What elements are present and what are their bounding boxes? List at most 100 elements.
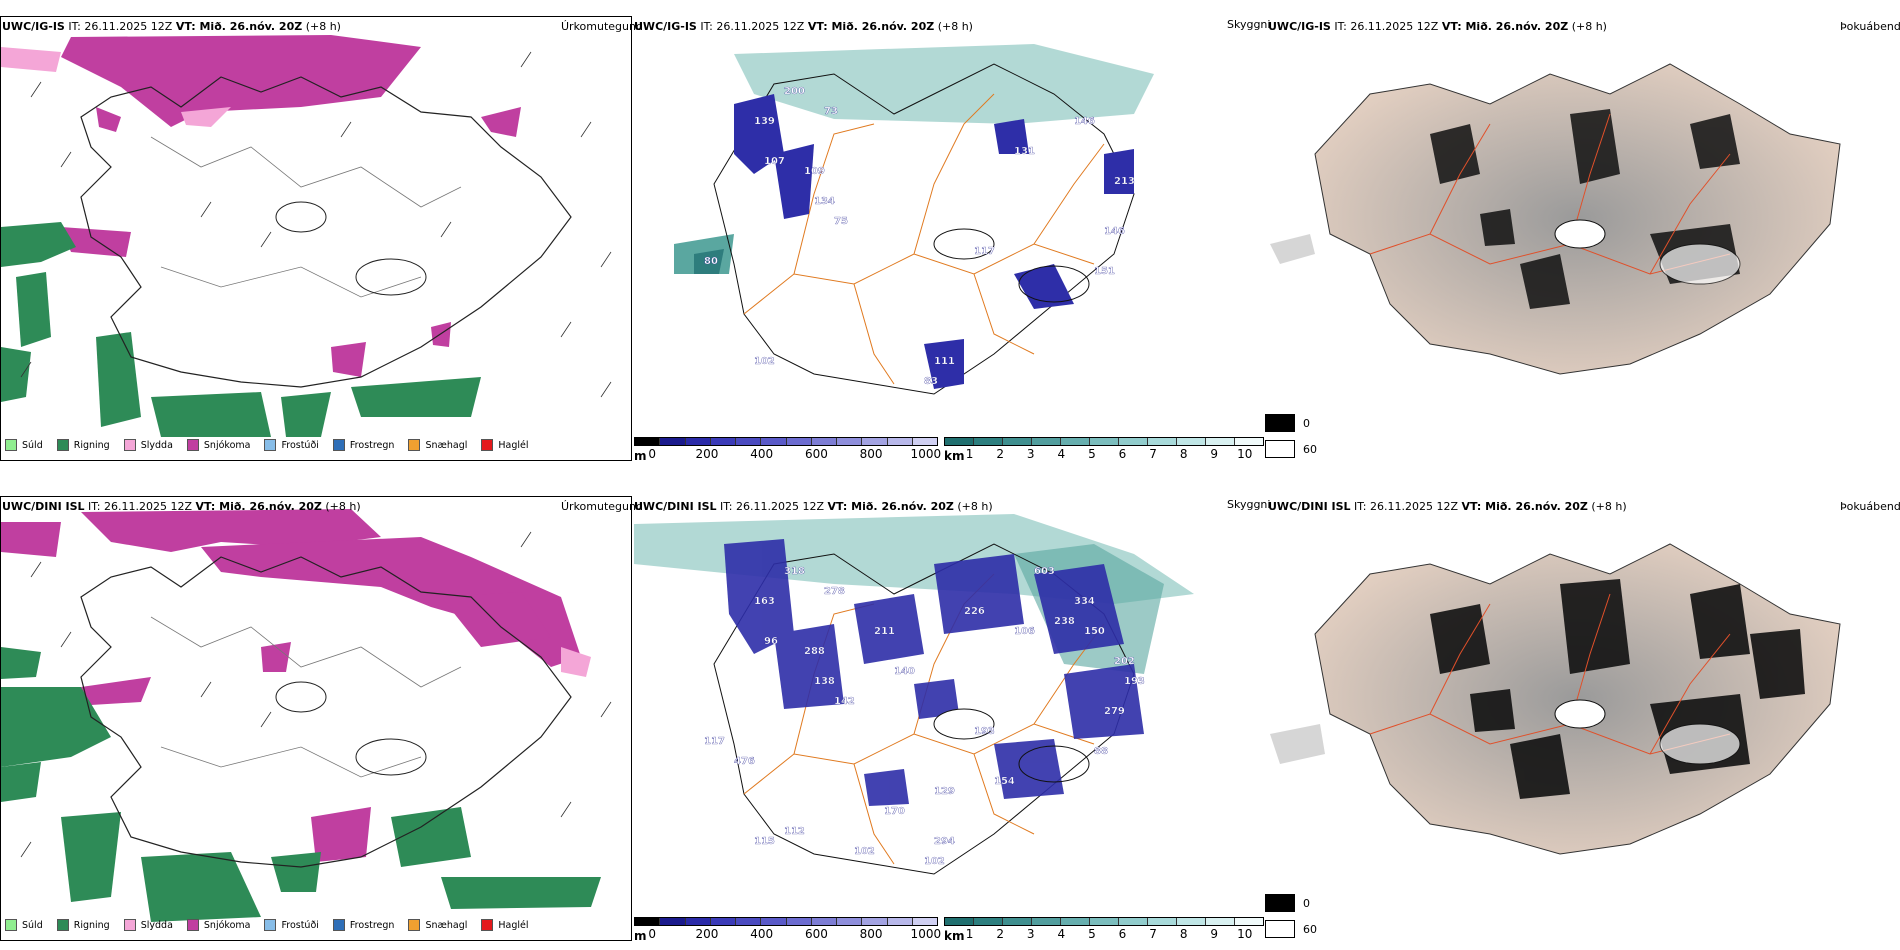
cloud-base-label: 140 [894, 666, 915, 677]
forecast-row-2: Súld Rigning Slydda Snjókoma Frostúði Fr… [0, 480, 1900, 950]
fog-legend: 0 60 [1265, 890, 1317, 942]
colorbar-tick: 0 [648, 927, 657, 941]
cloud-base-label: 112 [784, 826, 805, 837]
cloud-base-label: 202 [1114, 656, 1135, 667]
precip-title: Úrkomutegund [561, 500, 643, 513]
fog-legend: 0 60 [1265, 410, 1317, 462]
colorbar-tick: 200 [695, 447, 719, 461]
colorbar-tick: 10 [1237, 927, 1253, 941]
cloud-base-label: 134 [814, 196, 835, 207]
colorbar-cell [786, 918, 812, 925]
colorbar-tick: 0 [648, 447, 657, 461]
cloud-base-label: 278 [824, 586, 845, 597]
precip-legend: Súld Rigning Slydda Snjókoma Frostúði Fr… [5, 919, 543, 931]
colorbar-cell [974, 438, 1003, 445]
cloud-base-label: 476 [734, 756, 755, 767]
colorbar-cell [811, 438, 837, 445]
cloud-base-label: 603 [1034, 566, 1055, 577]
panel-header-cloud: UWC/DINI ISL IT: 26.11.2025 12Z VT: Mið.… [634, 500, 993, 513]
cloud-base-label: 150 [1084, 626, 1105, 637]
colorbar-cell [1032, 918, 1061, 925]
visibility-colorbar: 1 2 3 4 5 6 7 8 9 10 km [944, 437, 1264, 463]
legend-item-snaehagl: Snæhagl [408, 439, 467, 451]
legend-item-slydda: Slydda [123, 439, 173, 451]
colorbar-cell [1206, 918, 1235, 925]
colorbar-tick: 800 [859, 447, 883, 461]
panel-header-fog: UWC/DINI ISL IT: 26.11.2025 12Z VT: Mið.… [1268, 500, 1627, 513]
cloud-base-label: 151 [1094, 266, 1115, 277]
cloud-base-label: 200 [784, 86, 805, 97]
colorbar-cell [1177, 438, 1206, 445]
cloud-base-label: 83 [924, 376, 938, 387]
cloud-base-label: 279 [1104, 706, 1125, 717]
colorbar-cell [1119, 438, 1148, 445]
fog-map-svg [1270, 63, 1841, 375]
colorbar-tick: 2 [996, 927, 1004, 941]
colorbar-cell [1177, 918, 1206, 925]
cloud-base-label: 111 [934, 356, 955, 367]
fog-title: Þokuábendi [1840, 500, 1900, 513]
cloud-base-label: 193 [1124, 676, 1145, 687]
colorbar-cell [912, 438, 937, 445]
cloud-base-label: 75 [834, 216, 848, 227]
cloud-base-label: 115 [754, 836, 775, 847]
colorbar-tick: 6 [1118, 447, 1127, 461]
colorbar-cell [1206, 438, 1235, 445]
cloud-base-label: 334 [1074, 596, 1095, 607]
visibility-colorbar: 1 2 3 4 5 6 7 8 9 10 km [944, 917, 1264, 943]
cloud-base-label: 102 [924, 856, 945, 867]
legend-item-sudl: Súld [5, 919, 43, 931]
colorbar-tick: 5 [1088, 447, 1096, 461]
cloud-base-label: 193 [974, 726, 995, 737]
cloud-base-label: 238 [1054, 616, 1075, 627]
colorbar-cell [635, 918, 661, 925]
colorbar-tick: 1000 [910, 447, 942, 461]
cloud-base-label: 107 [764, 156, 785, 167]
cloud-base-label: 146 [1104, 226, 1125, 237]
cloud-base-label: 73 [824, 106, 838, 117]
colorbar-tick: 4 [1057, 927, 1066, 941]
legend-item-sudl: Súld [5, 439, 43, 451]
colorbar-tick: 3 [1026, 927, 1035, 941]
legend-item-hagel: Haglél [481, 439, 529, 451]
colorbar-cell [1061, 918, 1090, 925]
legend-item-frostregn: Frostregn [332, 919, 394, 931]
colorbar-cell [761, 438, 787, 445]
colorbar-cell [887, 438, 913, 445]
colorbar-tick: 1000 [910, 927, 942, 941]
legend-item-frostregn: Frostregn [332, 439, 394, 451]
colorbar-cell [1235, 918, 1263, 925]
cloudbase-colorbar: 0 200 400 600 800 1000 m [634, 437, 941, 463]
cloud-base-label: 170 [884, 806, 905, 817]
colorbar-cell [1003, 918, 1032, 925]
cloud-base-label: 109 [804, 166, 825, 177]
colorbar-cell [786, 438, 812, 445]
colorbar-tick: 5 [1088, 927, 1096, 941]
colorbar-tick: 9 [1210, 447, 1219, 461]
colorbar-cell [862, 438, 888, 445]
panel-header-precip: UWC/DINI ISL IT: 26.11.2025 12Z VT: Mið.… [2, 500, 361, 513]
colorbar-tick: 800 [859, 927, 883, 941]
cloud-base-label: 129 [934, 786, 955, 797]
colorbar-tick: 7 [1149, 927, 1157, 941]
forecast-row-1: Súld Rigning Slydda Snjókoma Frostúði Fr… [0, 0, 1900, 470]
cloud-base-label: 294 [934, 836, 955, 847]
cloud-base-label: 131 [1014, 146, 1035, 157]
legend-item-snjokoma: Snjókoma [186, 919, 250, 931]
colorbar-tick: 3 [1026, 447, 1035, 461]
cloud-base-label: 213 [1114, 176, 1135, 187]
colorbar-cell [1148, 438, 1177, 445]
colorbar-cell [912, 918, 937, 925]
colorbar-cell [1090, 918, 1119, 925]
cloud-base-label: 146 [1074, 116, 1095, 127]
cloud-map-svg: 139 200 73 107 109 134 75 80 102 111 83 117 151 131 14… [674, 44, 1154, 395]
colorbar-cell [1090, 438, 1119, 445]
panel-header-precip: UWC/IG-IS IT: 26.11.2025 12Z VT: Mið. 26… [2, 20, 341, 33]
colorbar-tick: 600 [804, 927, 828, 941]
colorbar-cell [736, 918, 762, 925]
colorbar-cell [811, 918, 837, 925]
colorbar-cell [685, 438, 711, 445]
cloud-base-label: 138 [814, 676, 835, 687]
cloud-base-label: 154 [994, 776, 1015, 787]
colorbar-cell [837, 438, 863, 445]
